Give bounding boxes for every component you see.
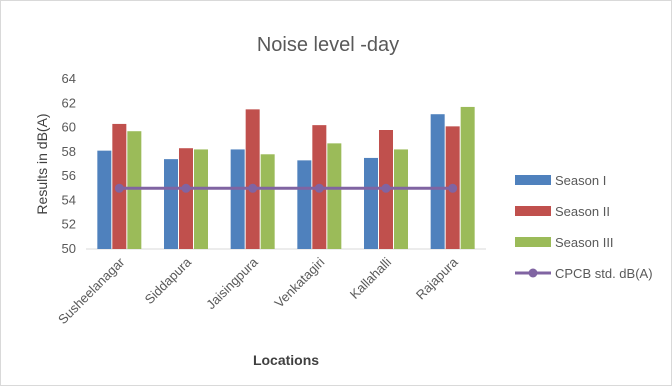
legend-swatch-season-ii <box>515 206 551 216</box>
bar-season-iii-kallahalli <box>394 149 408 249</box>
legend-swatch-season-iii <box>515 237 551 247</box>
y-tick-label: 58 <box>62 144 76 159</box>
legend-label: Season III <box>555 235 614 250</box>
x-tick-label: Susheelanagar <box>55 254 128 327</box>
bar-season-iii-susheelanagar <box>127 131 142 249</box>
y-tick-label: 62 <box>62 95 76 110</box>
y-axis-title: Results in dB(A) <box>34 113 50 214</box>
y-tick-label: 56 <box>62 168 76 183</box>
legend: Season I Season II Season III CPCB std. dB(… <box>515 173 653 281</box>
cpcb-standard-point <box>448 183 458 193</box>
x-tick-label: Jaisingpura <box>203 254 261 312</box>
cpcb-standard-point <box>314 183 324 193</box>
x-tick-label: Venkatagiri <box>271 254 327 310</box>
bar-season-ii-siddapura <box>179 148 193 249</box>
legend-label: Season I <box>555 173 606 188</box>
legend-label: Season II <box>555 204 610 219</box>
legend-swatch-season-i <box>515 175 551 185</box>
y-tick-label: 64 <box>62 71 76 86</box>
legend-swatch-cpcb-marker <box>528 268 538 278</box>
y-tick-label: 52 <box>62 217 76 232</box>
bar-season-iii-siddapura <box>194 149 208 249</box>
bar-season-iii-venkatagiri <box>327 143 342 249</box>
x-tick-label: Siddapura <box>142 254 195 307</box>
chart-title: Noise level -day <box>257 34 399 56</box>
cpcb-standard-point <box>181 183 191 193</box>
y-tick-label: 60 <box>62 120 76 135</box>
cpcb-standard-point <box>248 183 258 193</box>
x-axis-title: Locations <box>253 352 319 368</box>
y-tick-label: 50 <box>62 241 76 256</box>
bar-season-ii-jaisingpura <box>245 109 260 249</box>
plot-area: 50 52 54 56 58 60 62 64 Susheelanagar Siddapura Ja… <box>55 71 486 327</box>
bar-season-i-kallahalli <box>364 157 378 249</box>
bar-season-i-siddapura <box>164 159 178 249</box>
bar-season-iii-rajapura <box>460 106 475 249</box>
bar-season-iii-jaisingpura <box>260 154 275 249</box>
cpcb-standard-point <box>114 183 124 193</box>
legend-label: CPCB std. dB(A) <box>555 266 653 281</box>
bar-season-i-venkatagiri <box>297 160 312 249</box>
y-tick-label: 54 <box>62 192 76 207</box>
bar-season-i-susheelanagar <box>97 150 112 249</box>
bar-season-i-jaisingpura <box>230 149 245 249</box>
x-tick-label: Kallahalli <box>347 254 394 301</box>
x-tick-label: Rajapura <box>413 254 461 302</box>
cpcb-standard-point <box>381 183 391 193</box>
bar-season-i-rajapura <box>430 114 445 249</box>
